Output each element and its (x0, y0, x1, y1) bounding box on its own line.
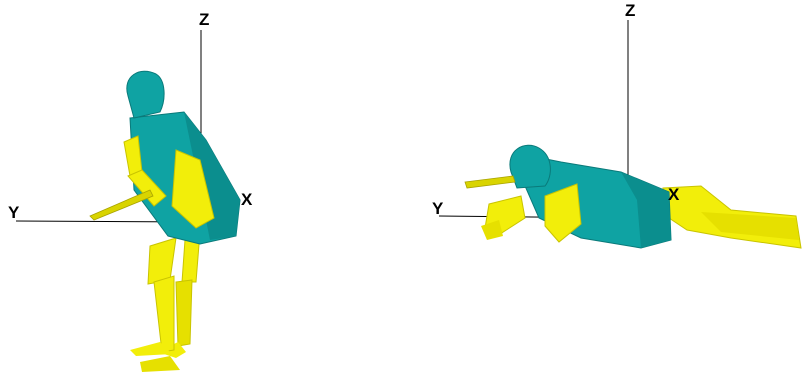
y-axis-label: Y (8, 203, 20, 222)
left-arm (171, 149, 215, 229)
x-axis-label: X (241, 190, 253, 209)
prone-figure-drawing (438, 20, 802, 249)
hand (481, 220, 503, 240)
y-axis-label: Y (432, 199, 444, 218)
standing-figure-drawing (15, 30, 241, 372)
right-foot (130, 342, 172, 356)
back-leg-shade (701, 212, 799, 240)
torso-shade (184, 112, 240, 240)
z-axis-label: Z (625, 1, 636, 20)
z-axis-label: Z (199, 10, 210, 29)
head (126, 70, 165, 119)
head (509, 144, 551, 189)
left-shin (175, 279, 193, 347)
figure-standing: Z X Y (8, 10, 253, 372)
figure-prone: Z X Y (401, 0, 802, 376)
human-model (89, 70, 241, 372)
rifle (89, 189, 154, 221)
rear-foot (140, 356, 180, 372)
x-axis-label: X (668, 185, 680, 204)
human-model (464, 144, 802, 249)
upper-arm (544, 183, 582, 243)
torso-shade (621, 172, 671, 248)
rifle (464, 175, 516, 189)
right-shin (153, 275, 175, 353)
